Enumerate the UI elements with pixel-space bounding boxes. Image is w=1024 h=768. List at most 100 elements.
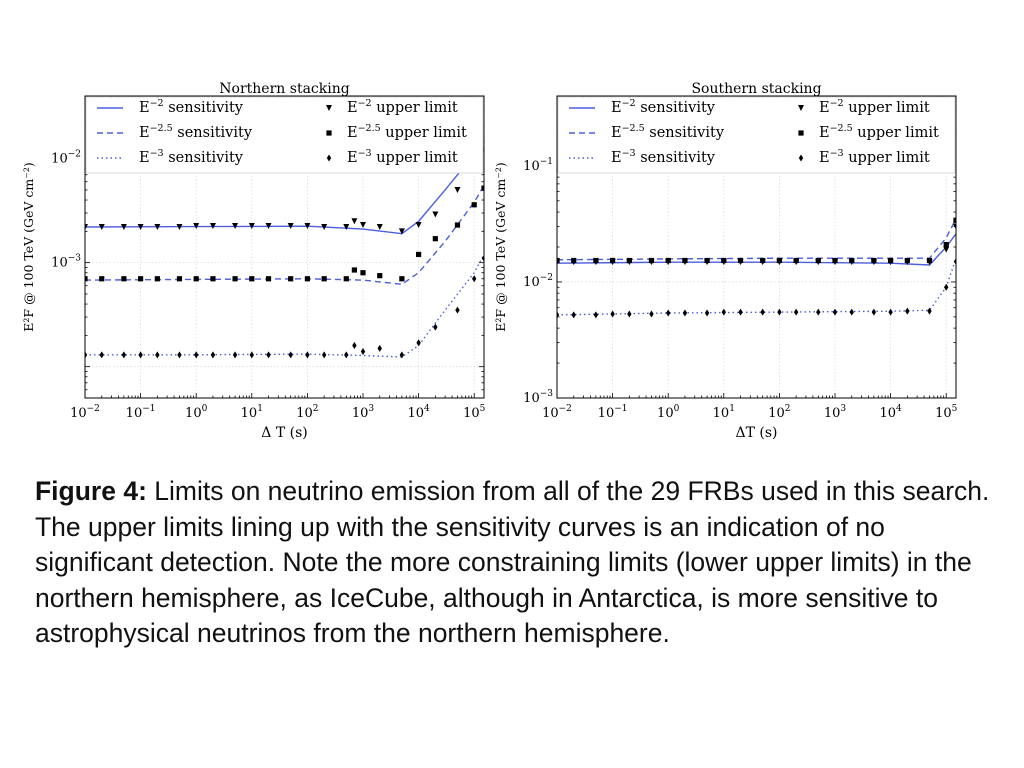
x-tick-label: 100 — [185, 404, 208, 421]
upper-limit-point-triangle — [248, 223, 255, 230]
x-tick-label: 101 — [241, 404, 263, 421]
legend-marker-square — [798, 130, 804, 136]
sensitivity-line-solid — [557, 233, 956, 266]
upper-limit-point-diamond — [738, 308, 743, 316]
upper-limit-point-diamond — [760, 308, 765, 316]
upper-limit-point-square — [288, 276, 294, 282]
upper-limit-point-square — [815, 257, 821, 264]
upper-limit-point-triangle — [120, 224, 127, 231]
upper-limit-point-diamond — [344, 351, 349, 359]
upper-limit-point-square — [704, 257, 710, 264]
x-tick-label: 104 — [879, 404, 902, 421]
upper-limit-point-triangle — [432, 211, 439, 218]
legend-label: E−2 upper limit — [819, 98, 930, 116]
upper-limit-point-triangle — [304, 223, 311, 230]
upper-limit-point-square — [343, 276, 349, 282]
upper-limit-point-square — [682, 257, 688, 264]
upper-limit-point-square — [665, 257, 671, 264]
northern-stacking-panel: E−2 sensitivity E−2.5 sensitivity E−3 sens… — [21, 81, 486, 441]
upper-limit-point-diamond — [610, 310, 615, 318]
upper-limit-point-square — [943, 241, 949, 248]
upper-limit-point-diamond — [472, 275, 477, 283]
figure-charts: E−2 sensitivity E−2.5 sensitivity E−3 sens… — [21, 81, 958, 441]
upper-limit-point-square — [953, 217, 956, 223]
upper-limit-point-square — [360, 270, 366, 276]
upper-limit-point-diamond — [571, 311, 576, 319]
plot-frame — [556, 95, 957, 399]
upper-limit-point-square — [626, 257, 632, 264]
upper-limit-point-square — [760, 257, 766, 264]
data-series — [85, 139, 484, 359]
upper-limit-point-square — [154, 276, 160, 282]
upper-limit-point-diamond — [99, 351, 104, 359]
upper-limit-point-triangle — [454, 186, 461, 193]
legend-marker-triangle — [798, 105, 804, 111]
upper-limit-point-diamond — [649, 310, 654, 318]
upper-limit-point-triangle — [953, 223, 956, 230]
upper-limit-point-diamond — [288, 351, 293, 359]
upper-limit-point-diamond — [704, 309, 710, 317]
upper-limit-point-triangle — [360, 222, 367, 229]
legend-label: E−2 sensitivity — [139, 98, 244, 116]
x-tick-label: 102 — [296, 404, 318, 421]
upper-limit-point-square — [471, 202, 477, 208]
upper-limit-point-triangle — [943, 246, 950, 253]
upper-limit-point-square — [648, 257, 655, 264]
upper-limit-point-square — [793, 257, 799, 264]
y-axis-label: E²F @ 100 TeV (GeV cm⁻²) — [493, 162, 508, 331]
x-tick-label: 105 — [463, 404, 486, 421]
x-axis-label: Δ T (s) — [261, 425, 307, 441]
upper-limit-point-diamond — [905, 307, 910, 315]
upper-limit-point-square — [351, 267, 357, 273]
upper-limit-point-triangle — [176, 224, 183, 231]
upper-limit-point-diamond — [177, 351, 182, 359]
upper-limit-point-triangle — [287, 223, 294, 230]
upper-limit-point-square — [265, 276, 272, 282]
legend-label: E−2.5 upper limit — [819, 123, 939, 141]
upper-limit-point-diamond — [266, 351, 271, 359]
upper-limit-point-square — [249, 276, 255, 282]
upper-limit-point-square — [557, 257, 560, 264]
upper-limit-point-triangle — [137, 224, 144, 231]
upper-limit-point-triangle — [232, 223, 239, 230]
upper-limit-point-square — [416, 251, 422, 258]
upper-limit-point-diamond — [321, 351, 327, 359]
y-tick-label: 10−1 — [523, 157, 553, 174]
legend-label: E−3 upper limit — [347, 148, 458, 166]
upper-limit-point-diamond — [481, 254, 484, 262]
upper-limit-point-square — [926, 257, 933, 264]
y-tick-label: 10−3 — [523, 389, 553, 406]
y-tick-label: 10−2 — [51, 150, 81, 167]
legend-label: E−2.5 sensitivity — [139, 123, 253, 141]
upper-limit-point-triangle — [376, 224, 383, 231]
legend-label: E−3 upper limit — [819, 148, 930, 166]
upper-limit-point-square — [176, 276, 183, 282]
upper-limit-point-square — [571, 257, 577, 264]
upper-limit-point-square — [210, 276, 216, 282]
legend-marker-diamond — [326, 154, 332, 162]
upper-limit-point-diamond — [210, 351, 216, 359]
upper-limit-point-triangle — [415, 222, 422, 229]
legend-label: E−2.5 upper limit — [347, 123, 467, 141]
legend: E−2 sensitivity E−2.5 sensitivity E−3 sens… — [557, 96, 956, 174]
upper-limit-point-diamond — [194, 351, 199, 359]
southern-stacking-panel: E−2 sensitivity E−2.5 sensitivity E−3 sens… — [493, 81, 958, 441]
upper-limit-point-diamond — [305, 351, 310, 359]
upper-limit-point-diamond — [682, 309, 688, 317]
upper-limit-point-triangle — [154, 224, 161, 231]
x-tick-label: 101 — [713, 404, 735, 421]
upper-limit-point-square — [304, 276, 311, 282]
upper-limit-point-triangle — [343, 224, 350, 231]
upper-limit-point-diamond — [888, 308, 893, 316]
upper-limit-point-diamond — [85, 351, 88, 359]
legend-box — [85, 96, 484, 174]
x-tick-label: 10−1 — [598, 404, 628, 421]
y-tick-label: 10−2 — [523, 273, 553, 290]
data-series — [557, 217, 956, 319]
upper-limit-point-diamond — [155, 351, 160, 359]
upper-limit-point-square — [232, 276, 238, 282]
upper-limit-point-triangle — [398, 228, 405, 235]
upper-limit-point-square — [610, 257, 616, 264]
upper-limit-point-diamond — [455, 306, 460, 314]
upper-limit-point-square — [904, 257, 910, 264]
